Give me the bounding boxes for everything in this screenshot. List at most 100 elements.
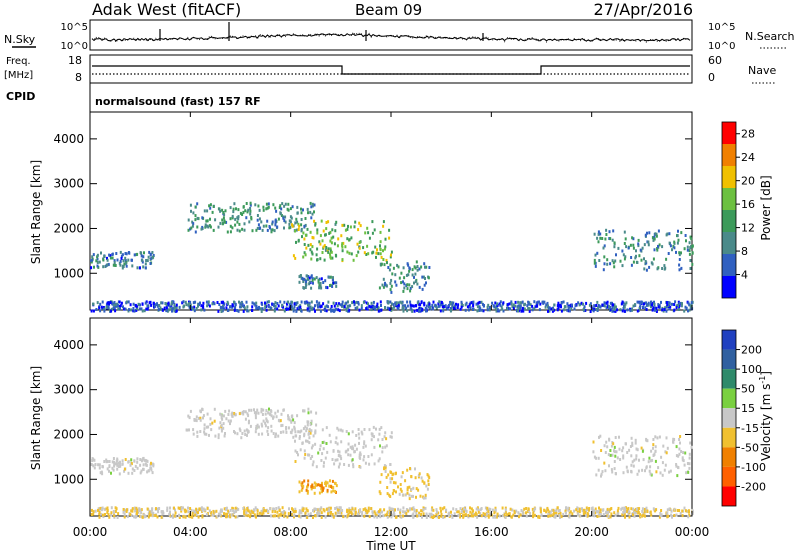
echo-cell	[427, 302, 430, 306]
echo-cell	[160, 307, 163, 311]
echo-cell	[677, 454, 680, 458]
echo-cell	[610, 468, 613, 472]
echo-cell	[121, 459, 124, 463]
echo-cell	[631, 441, 634, 445]
echo-cell	[668, 241, 671, 245]
echo-cell	[118, 261, 121, 265]
echo-cell	[302, 427, 305, 431]
echo-cell	[687, 510, 690, 514]
echo-cell	[335, 302, 338, 306]
echo-cell	[146, 507, 149, 511]
echo-cell	[253, 408, 255, 412]
echo-cell	[353, 225, 356, 229]
echo-cell	[416, 514, 419, 518]
echo-cell	[244, 209, 247, 213]
echo-cell	[365, 509, 367, 512]
echo-cell	[637, 242, 640, 246]
echo-cell	[151, 471, 154, 475]
echo-cell	[260, 422, 263, 426]
echo-cell	[236, 432, 239, 436]
echo-cell	[336, 244, 339, 248]
echo-cell	[294, 460, 297, 463]
echo-cell	[422, 508, 425, 512]
echo-cell	[660, 455, 663, 459]
echo-cell	[389, 512, 392, 516]
echo-cell	[592, 450, 595, 454]
echo-cell	[227, 509, 230, 513]
echo-cell	[228, 513, 231, 517]
echo-cell	[663, 308, 666, 311]
echo-cell	[439, 303, 442, 307]
echo-cell	[353, 303, 356, 307]
echo-cell	[236, 515, 239, 519]
echo-cell	[349, 453, 352, 457]
echo-cell	[334, 481, 336, 485]
echo-cell	[178, 305, 181, 309]
echo-cell	[615, 253, 617, 257]
echo-cell	[388, 509, 391, 513]
echo-cell	[113, 460, 116, 464]
echo-cell	[157, 507, 159, 511]
echo-cell	[180, 507, 183, 511]
echo-cell	[613, 303, 616, 307]
echo-cell	[675, 445, 678, 449]
echo-cell	[299, 304, 302, 308]
echo-cell	[169, 510, 171, 514]
echo-cell	[328, 484, 331, 488]
echo-cell	[650, 449, 653, 453]
echo-cell	[112, 306, 115, 310]
noise-panel: N.Sky 10^5 10^0 10^5 10^0 N.Search	[4, 19, 795, 52]
echo-cell	[347, 432, 350, 436]
echo-cell	[284, 220, 287, 224]
echo-cell	[197, 511, 199, 515]
echo-cell	[206, 219, 209, 223]
echo-cell	[127, 258, 130, 262]
echo-cell	[247, 421, 250, 425]
echo-cell	[312, 281, 314, 285]
echo-cell	[262, 419, 265, 423]
echo-cell	[102, 306, 105, 309]
echo-cell	[671, 302, 673, 306]
noise-left-tick-bottom: 10^0	[61, 41, 88, 52]
echo-cell	[354, 512, 357, 516]
echo-cell	[131, 467, 134, 471]
echo-cell	[190, 307, 193, 311]
echo-cell	[340, 428, 342, 432]
echo-cell	[390, 431, 393, 435]
echo-cell	[246, 433, 248, 437]
echo-cell	[415, 260, 418, 264]
echo-cell	[464, 303, 467, 307]
echo-cell	[325, 426, 328, 430]
echo-cell	[365, 253, 368, 256]
echo-cell	[357, 301, 360, 304]
echo-cell	[306, 227, 309, 231]
echo-cell	[219, 510, 222, 514]
echo-cell	[173, 306, 176, 310]
y-tick-label-4000: 4000	[53, 338, 84, 352]
echo-cell	[636, 300, 639, 304]
echo-cell	[370, 507, 373, 510]
echo-cell	[219, 209, 222, 213]
echo-cell	[341, 300, 344, 304]
echo-cell	[180, 509, 183, 513]
echo-cell	[399, 510, 402, 514]
echo-cell	[243, 509, 246, 513]
echo-cell	[293, 510, 296, 514]
echo-cell	[400, 489, 403, 493]
echo-cell	[117, 304, 119, 308]
echo-cell	[597, 230, 600, 234]
echo-cell	[410, 488, 413, 491]
echo-cell	[667, 303, 670, 307]
echo-cell	[264, 412, 267, 416]
echo-cell	[142, 265, 145, 269]
freq-tick-top: 18	[68, 54, 82, 67]
echo-cell	[93, 265, 95, 269]
echo-cell	[333, 304, 336, 308]
echo-cell	[557, 306, 560, 310]
colorbar-tick-label: -15	[741, 422, 759, 435]
echo-cell	[472, 308, 474, 311]
echo-cell	[167, 308, 170, 312]
echo-cell	[335, 220, 338, 224]
echo-cell	[613, 467, 616, 471]
echo-cell	[653, 308, 656, 312]
